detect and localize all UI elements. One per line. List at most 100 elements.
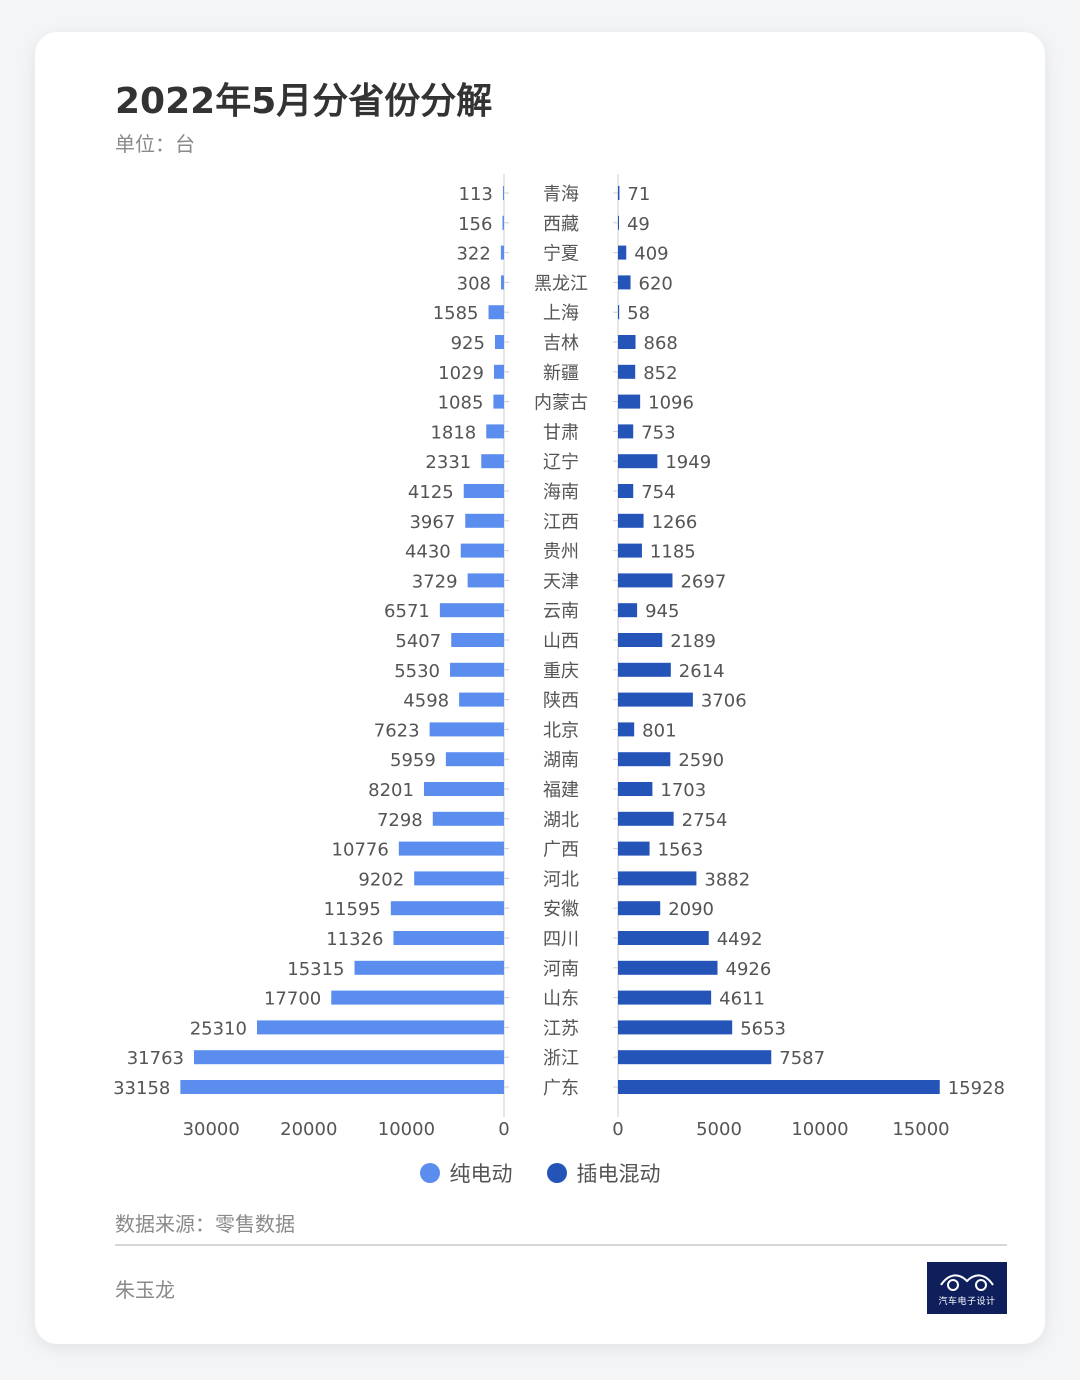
category-label: 湖北 bbox=[543, 810, 579, 831]
phev-bar bbox=[618, 484, 634, 498]
bev-value-label: 33158 bbox=[113, 1078, 170, 1099]
data-source: 数据来源：零售数据 bbox=[115, 1212, 295, 1236]
category-label: 山东 bbox=[543, 989, 579, 1010]
bev-bar bbox=[494, 335, 504, 349]
category-label: 江苏 bbox=[543, 1018, 579, 1039]
bev-value-label: 1585 bbox=[433, 303, 479, 324]
category-label: 天津 bbox=[543, 571, 579, 592]
left-axis-tick-label: 0 bbox=[498, 1119, 509, 1140]
phev-value-label: 15928 bbox=[948, 1078, 1005, 1099]
phev-value-label: 5653 bbox=[740, 1018, 786, 1039]
bev-value-label: 5530 bbox=[394, 661, 440, 682]
category-label: 北京 bbox=[543, 720, 579, 741]
category-label: 福建 bbox=[543, 780, 579, 801]
phev-value-label: 620 bbox=[639, 273, 673, 294]
legend-swatch-bev bbox=[419, 1163, 440, 1183]
phev-bar bbox=[618, 960, 718, 975]
phev-value-label: 2590 bbox=[678, 750, 724, 771]
phev-value-label: 3706 bbox=[701, 691, 747, 712]
bev-value-label: 3967 bbox=[409, 512, 455, 533]
bev-value-label: 7298 bbox=[377, 810, 423, 831]
phev-bar bbox=[618, 245, 627, 260]
phev-bar bbox=[618, 394, 641, 409]
phev-value-label: 852 bbox=[643, 363, 677, 384]
right-axis-tick-label: 5000 bbox=[696, 1119, 742, 1140]
bev-value-label: 4125 bbox=[408, 482, 454, 503]
phev-bar bbox=[618, 990, 712, 1005]
category-label: 山西 bbox=[543, 631, 579, 652]
category-label: 广西 bbox=[543, 840, 579, 861]
phev-value-label: 2189 bbox=[670, 631, 716, 652]
phev-bar bbox=[618, 931, 709, 945]
bev-value-label: 17700 bbox=[264, 989, 321, 1010]
bev-bar bbox=[467, 573, 504, 588]
category-label: 吉林 bbox=[543, 333, 579, 354]
bev-bar bbox=[432, 811, 504, 826]
phev-value-label: 2697 bbox=[680, 571, 726, 592]
category-label: 海南 bbox=[543, 482, 579, 503]
phev-bar bbox=[618, 1080, 940, 1094]
bev-value-label: 1085 bbox=[438, 393, 484, 414]
chart-title: 2022年5月分省份分解 bbox=[115, 81, 493, 122]
legend-item-phev[interactable]: 插电混动 bbox=[546, 1158, 661, 1188]
legend-label-bev: 纯电动 bbox=[449, 1162, 513, 1186]
chart-legend: 纯电动 插电混动 bbox=[35, 1158, 1045, 1188]
category-label: 重庆 bbox=[543, 661, 579, 682]
phev-bar bbox=[618, 692, 693, 707]
category-label: 青海 bbox=[543, 184, 579, 205]
phev-value-label: 754 bbox=[641, 482, 675, 503]
bev-value-label: 2331 bbox=[425, 452, 471, 473]
category-label: 安徽 bbox=[543, 899, 579, 920]
bev-value-label: 11326 bbox=[326, 929, 383, 950]
bev-value-label: 156 bbox=[458, 214, 492, 235]
category-label: 河北 bbox=[543, 869, 579, 890]
category-label: 内蒙古 bbox=[534, 393, 588, 414]
bev-value-label: 10776 bbox=[332, 840, 389, 861]
category-label: 广东 bbox=[543, 1078, 579, 1099]
bev-value-label: 1818 bbox=[430, 422, 476, 443]
bev-value-label: 113 bbox=[459, 184, 493, 205]
phev-bar bbox=[618, 275, 631, 290]
footer-divider bbox=[115, 1244, 1007, 1246]
category-label: 甘肃 bbox=[543, 422, 579, 443]
bev-bar bbox=[463, 484, 504, 498]
bev-value-label: 5959 bbox=[390, 750, 436, 771]
phev-bar bbox=[618, 633, 663, 647]
bev-value-label: 11595 bbox=[324, 899, 381, 920]
bev-value-label: 31763 bbox=[127, 1048, 184, 1069]
phev-bar bbox=[618, 543, 642, 558]
bev-value-label: 4598 bbox=[403, 691, 449, 712]
author-name: 朱玉龙 bbox=[115, 1278, 175, 1302]
phev-value-label: 409 bbox=[634, 244, 668, 265]
phev-bar bbox=[618, 752, 671, 767]
phev-value-label: 753 bbox=[641, 422, 675, 443]
category-label: 新疆 bbox=[543, 363, 579, 384]
category-label: 四川 bbox=[543, 929, 579, 950]
category-label: 浙江 bbox=[543, 1048, 579, 1069]
bev-bar bbox=[493, 364, 504, 379]
phev-bar bbox=[618, 513, 644, 528]
category-label: 湖南 bbox=[543, 750, 579, 771]
phev-bar bbox=[618, 841, 650, 856]
bev-bar bbox=[439, 603, 504, 618]
phev-value-label: 868 bbox=[644, 333, 678, 354]
category-label: 辽宁 bbox=[543, 452, 579, 473]
right-axis-tick-label: 15000 bbox=[892, 1119, 949, 1140]
phev-value-label: 3882 bbox=[704, 869, 750, 890]
phev-value-label: 4926 bbox=[726, 959, 772, 980]
phev-bar bbox=[618, 215, 619, 230]
left-axis-tick-label: 10000 bbox=[378, 1119, 435, 1140]
bev-bar bbox=[445, 752, 504, 767]
legend-item-bev[interactable]: 纯电动 bbox=[419, 1158, 513, 1188]
category-label: 西藏 bbox=[543, 214, 579, 235]
right-axis-tick-label: 0 bbox=[612, 1119, 623, 1140]
bev-bar bbox=[423, 782, 504, 796]
phev-value-label: 1563 bbox=[658, 840, 704, 861]
phev-value-label: 2614 bbox=[679, 661, 725, 682]
category-label: 黑龙江 bbox=[534, 273, 588, 294]
phev-bar bbox=[618, 364, 636, 379]
phev-value-label: 4611 bbox=[719, 989, 765, 1010]
bev-bar bbox=[493, 394, 504, 409]
brand-logo: 汽车电子设计 bbox=[927, 1262, 1007, 1314]
phev-value-label: 49 bbox=[627, 214, 650, 235]
